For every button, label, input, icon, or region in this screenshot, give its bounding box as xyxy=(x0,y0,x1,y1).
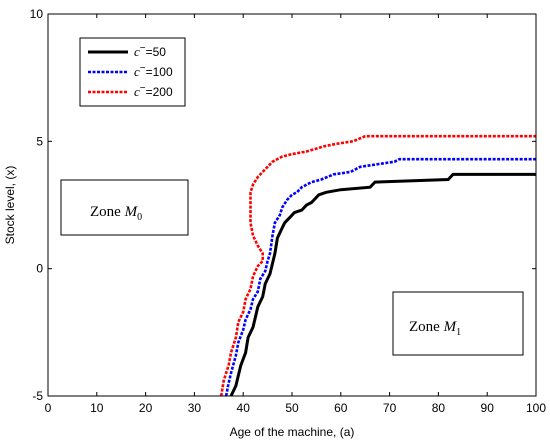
series-line-0 xyxy=(229,172,536,397)
y-tick-label: 5 xyxy=(36,134,43,148)
x-tick-label: 80 xyxy=(432,401,446,415)
x-tick-label: 10 xyxy=(90,401,104,415)
legend-label-1: c−=100 xyxy=(134,63,173,79)
zone-m1-label: Zone M1 xyxy=(409,319,461,338)
legend-label-2: c−=200 xyxy=(134,83,173,99)
legend: c−=50 c−=100 c−=200 xyxy=(79,37,186,107)
legend-label-0: c−=50 xyxy=(134,43,166,59)
series-layer xyxy=(219,134,536,397)
x-axis-label: Age of the machine, (a) xyxy=(230,425,355,439)
x-tick-label: 60 xyxy=(334,401,348,415)
zone-m0-box: Zone M0 xyxy=(60,179,189,236)
x-tick-label: 0 xyxy=(45,401,52,415)
legend-items: c−=50 c−=100 c−=200 xyxy=(88,43,173,99)
x-tick-label: 100 xyxy=(526,401,546,415)
x-tick-label: 20 xyxy=(139,401,153,415)
y-axis-label: Stock level, (x) xyxy=(3,166,17,245)
y-tick-label: 0 xyxy=(36,262,43,276)
x-tick-label: 40 xyxy=(237,401,251,415)
y-tick-label: 10 xyxy=(30,7,44,21)
x-tick-label: 50 xyxy=(285,401,299,415)
x-tick-label: 90 xyxy=(481,401,495,415)
y-tick-label: -5 xyxy=(32,389,43,403)
zone-m1-box: Zone M1 xyxy=(392,291,524,356)
x-tick-label: 70 xyxy=(383,401,397,415)
series-line-2 xyxy=(219,134,536,397)
x-tick-label: 30 xyxy=(188,401,202,415)
zone-m0-label: Zone M0 xyxy=(90,204,142,223)
